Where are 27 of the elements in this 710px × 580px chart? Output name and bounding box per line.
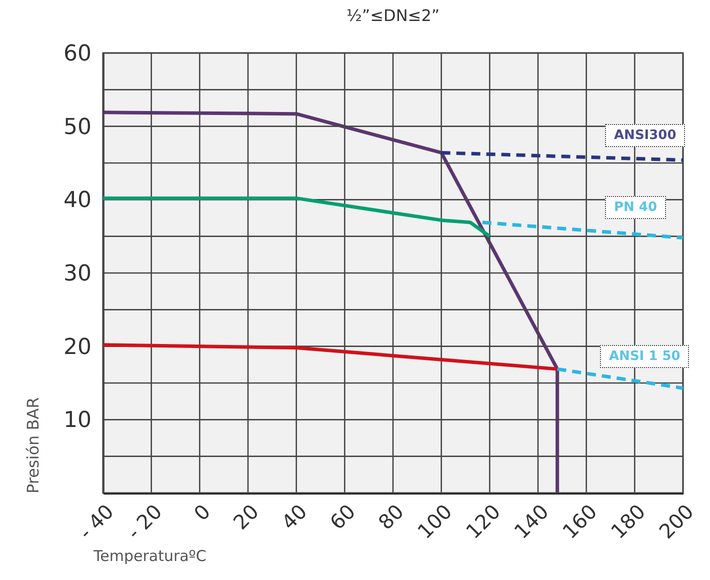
annotation: ANSI 1 50: [600, 345, 690, 368]
y-tick-label: 20: [64, 334, 92, 360]
x-tick-label: 180: [606, 499, 650, 544]
x-axis-title: TemperaturaºC: [92, 547, 206, 566]
x-tick-label: 80: [373, 499, 408, 534]
x-tick-label: 40: [276, 499, 312, 534]
x-tick-label: 200: [654, 499, 698, 544]
y-axis-title: Presión BAR: [24, 397, 43, 494]
x-tick-label: 120: [461, 499, 506, 544]
annotation: PN 40: [605, 196, 666, 219]
line-series: [103, 196, 492, 238]
x-tick-label: 60: [325, 499, 360, 534]
x-tick-label: 160: [558, 499, 602, 544]
x-tick-label: - 20: [122, 499, 167, 544]
y-tick-label: 60: [64, 42, 92, 66]
y-tick-label: 30: [64, 262, 92, 286]
x-tick-label: 140: [509, 499, 554, 544]
y-tick-label: 40: [64, 188, 92, 214]
chart-title: ½”≤DN≤2”: [346, 6, 440, 25]
x-tick-label: - 40: [74, 499, 118, 544]
x-tick-label: 100: [412, 499, 457, 544]
line-series: [103, 110, 560, 493]
y-tick-label: 50: [64, 114, 92, 140]
x-tick-label: 20: [228, 499, 264, 534]
x-tick-label: 0: [189, 499, 216, 526]
y-tick-label: 10: [64, 408, 92, 434]
annotation: ANSI300: [605, 124, 686, 147]
